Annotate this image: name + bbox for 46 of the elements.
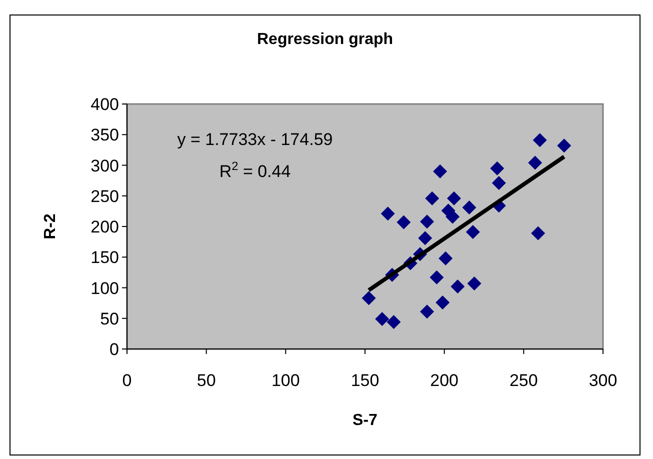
point — [362, 291, 376, 306]
y-axis-title: R-2 — [42, 214, 59, 240]
point — [446, 210, 460, 224]
point — [438, 251, 453, 266]
point — [466, 225, 480, 240]
y-tick-label: 0 — [110, 340, 119, 359]
point — [386, 315, 401, 330]
point — [490, 161, 504, 176]
point — [418, 231, 432, 246]
annotation: R$^{2}$ = 0.44 — [219, 159, 291, 181]
point — [436, 295, 450, 310]
x-axis-title: S-7 — [352, 412, 378, 429]
y-tick-label: 400 — [90, 95, 119, 114]
point — [425, 191, 440, 206]
y-tick-label: 250 — [90, 186, 119, 206]
annotation: y = 1.7733x - 174.59 — [177, 130, 333, 149]
point — [420, 214, 434, 229]
x-tick-label: 150 — [350, 371, 380, 390]
point — [532, 133, 547, 148]
point — [467, 276, 482, 290]
x-tick-label: 200 — [430, 371, 459, 390]
x-tick-label: 50 — [196, 371, 216, 390]
point — [531, 226, 546, 240]
point — [528, 156, 542, 170]
point — [380, 206, 395, 221]
point — [430, 270, 444, 284]
x-tick-label: 100 — [271, 371, 300, 390]
y-tick-label: 200 — [90, 218, 119, 236]
point — [420, 304, 434, 319]
chart-title: Regression graph — [256, 31, 394, 48]
y-tick-label: 300 — [90, 156, 119, 176]
point — [492, 176, 506, 190]
point — [433, 164, 448, 178]
y-tick-label: 150 — [90, 248, 119, 268]
point — [557, 138, 572, 153]
x-tick-label: 0 — [122, 371, 132, 390]
y-tick-label: 100 — [90, 278, 119, 298]
point — [375, 312, 390, 326]
point — [462, 200, 476, 215]
x-tick-label: 250 — [509, 371, 538, 390]
point — [450, 280, 465, 294]
point — [396, 215, 411, 230]
x-tick-label: 300 — [588, 371, 618, 390]
y-tick-label: 350 — [90, 126, 119, 145]
point — [447, 191, 462, 206]
y-tick-label: 50 — [100, 309, 119, 328]
